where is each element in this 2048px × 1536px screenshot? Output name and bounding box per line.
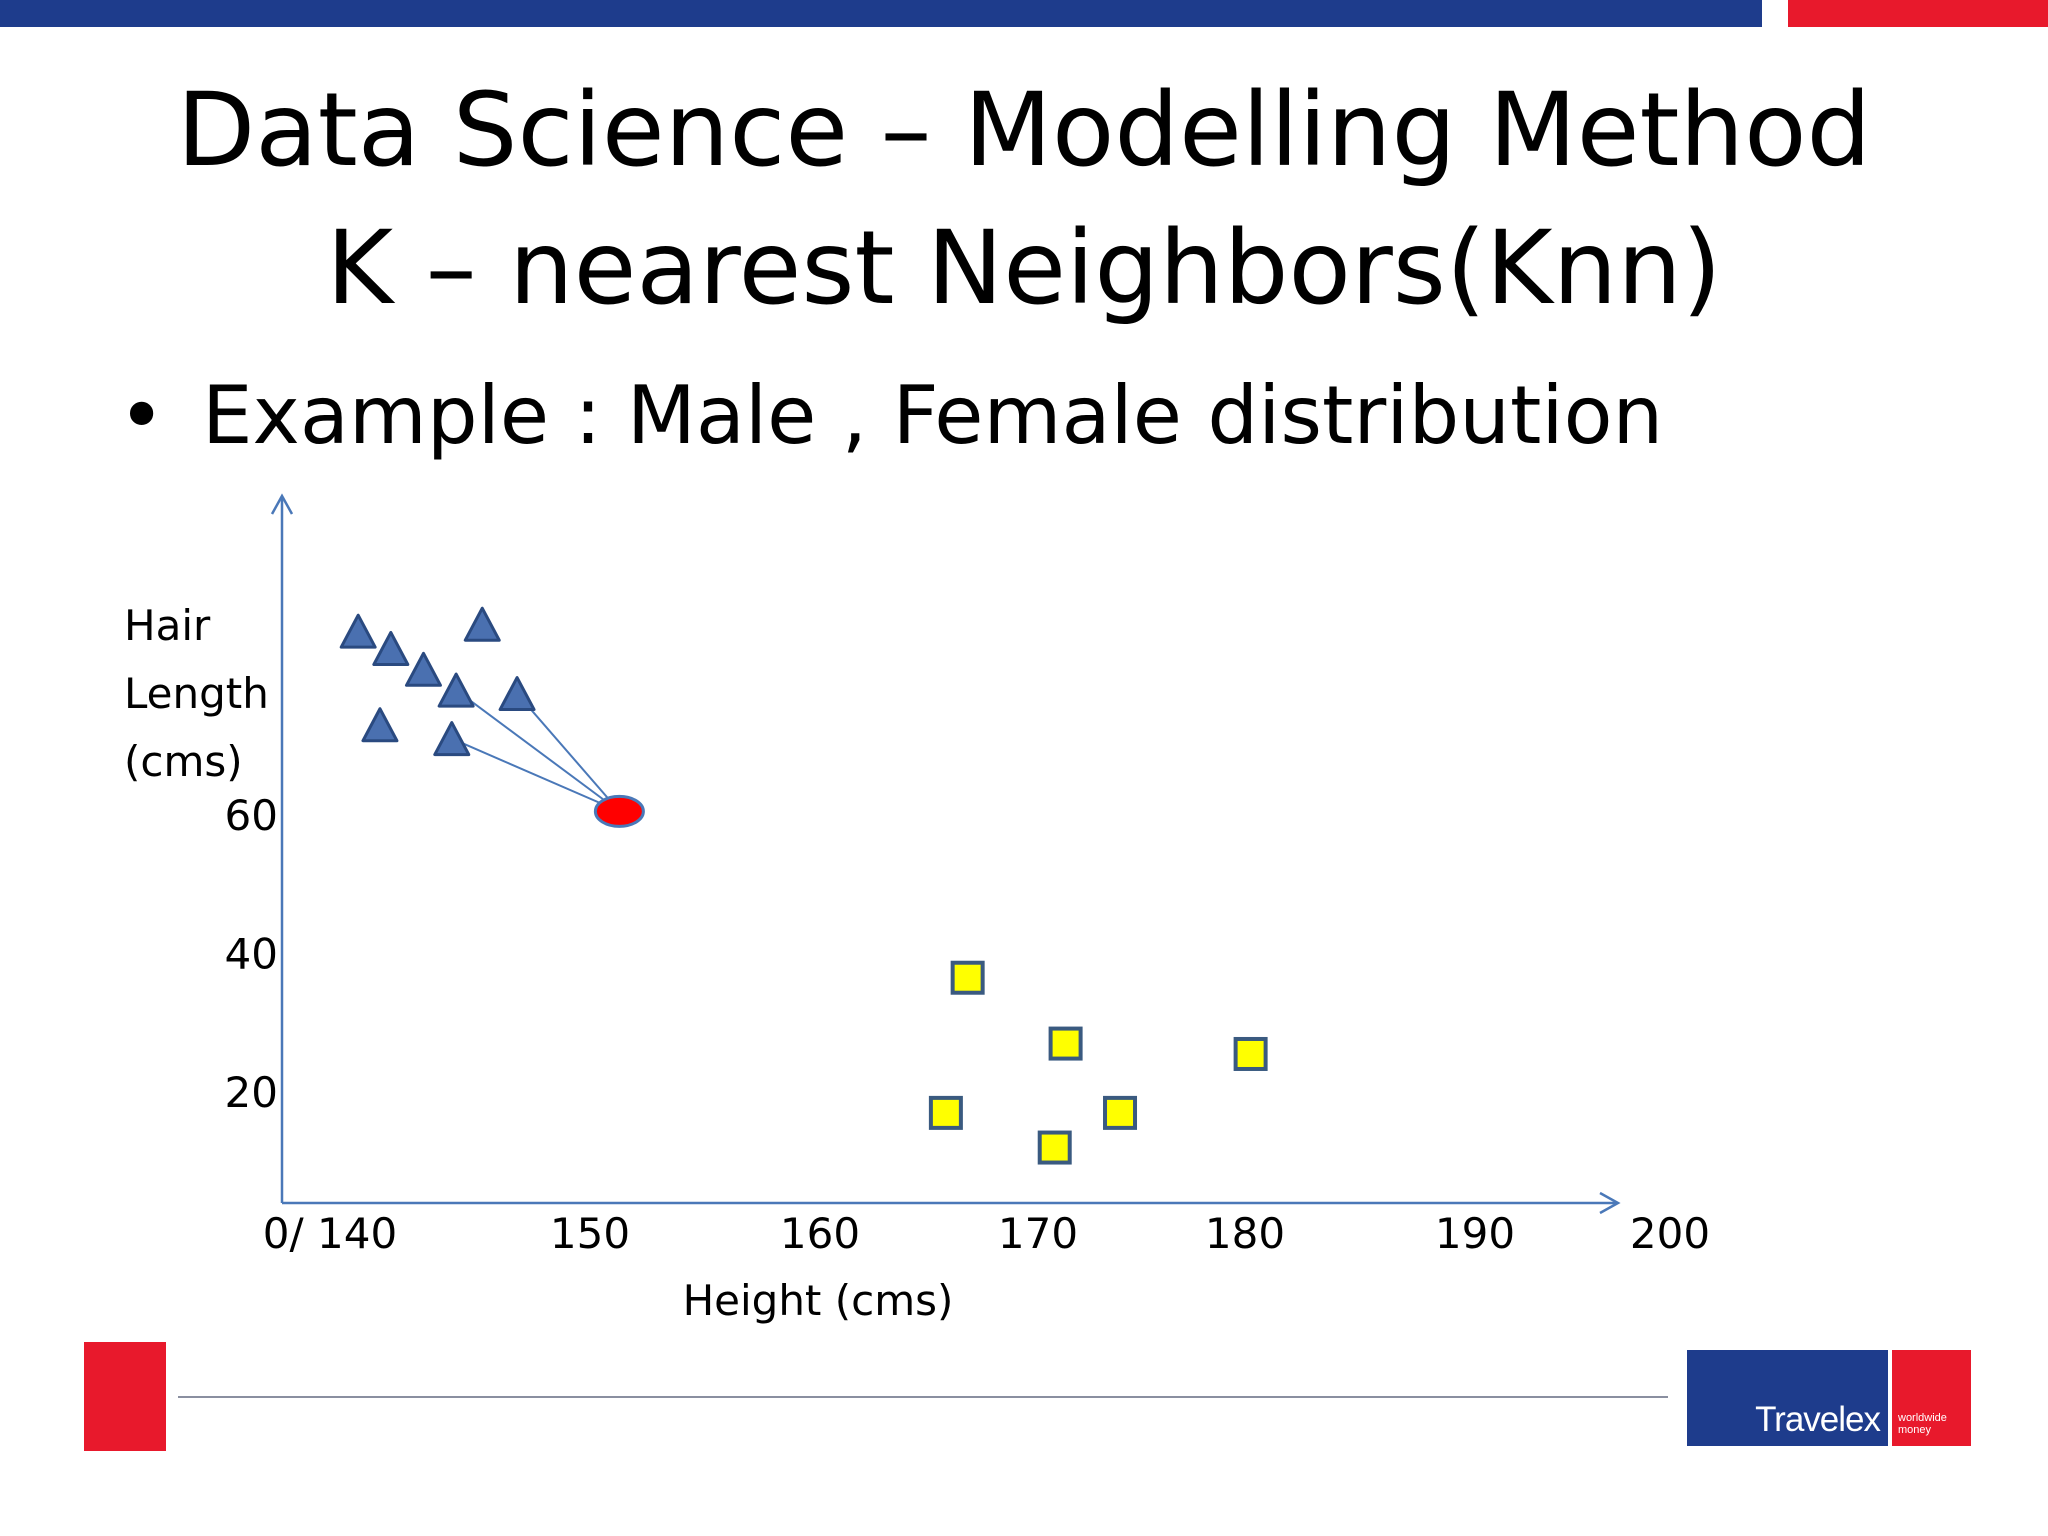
triangle-point	[372, 630, 410, 666]
bullet-item: • Example : Male , Female distribution	[118, 368, 1663, 464]
x-tick-label: 150	[550, 1209, 630, 1258]
x-tick-label: 0/ 140	[263, 1209, 397, 1258]
neighbor-links	[451, 689, 621, 813]
triangle-point	[361, 707, 399, 743]
square-point	[1048, 1026, 1083, 1061]
triangle-point	[463, 606, 501, 642]
logo-wordmark: Travelex	[1687, 1350, 1888, 1446]
travelex-logo: Travelex worldwide money	[1687, 1350, 1971, 1446]
square-point	[928, 1095, 963, 1130]
axis-labels: 0/ 140 150 160 170 180 190 200 20 40 60 Height (cm…	[124, 601, 1710, 1325]
x-tick-label: 180	[1205, 1209, 1285, 1258]
logo-tagline-1: worldwide	[1898, 1412, 1947, 1424]
y-tick-label: 20	[225, 1068, 278, 1117]
top-bar-red	[1788, 0, 2048, 27]
square-point	[1037, 1130, 1072, 1165]
square-point	[950, 960, 985, 995]
y-axis-label: Length	[124, 669, 269, 718]
title-line-2: K – nearest Neighbors(Knn)	[326, 209, 1722, 328]
y-tick-label: 40	[225, 929, 278, 978]
bullet-text: Example : Male , Female distribution	[202, 369, 1664, 462]
y-axis-label: (cms)	[124, 737, 243, 786]
y-axis-label: Hair	[124, 601, 211, 650]
x-tick-label: 200	[1630, 1209, 1710, 1258]
triangle-point	[339, 613, 377, 649]
footer-red-block	[84, 1342, 166, 1451]
square-point	[1103, 1095, 1138, 1130]
square-point	[1233, 1036, 1268, 1071]
data-points	[339, 606, 1268, 1165]
logo-tagline: worldwide money	[1892, 1350, 1971, 1446]
slide-title: Data Science – Modelling Method K – near…	[0, 62, 2048, 338]
logo-tagline-2: money	[1898, 1424, 1932, 1436]
x-tick-label: 170	[998, 1209, 1078, 1258]
triangle-point	[404, 651, 442, 687]
triangle-point	[433, 721, 471, 757]
top-bar-blue	[0, 0, 1762, 27]
x-axis-label: Height (cms)	[683, 1276, 954, 1325]
neighbor-link	[455, 689, 620, 813]
triangle-point	[498, 676, 536, 712]
x-tick-label: 160	[780, 1209, 860, 1258]
title-line-1: Data Science – Modelling Method	[176, 71, 1872, 190]
x-tick-label: 190	[1435, 1209, 1515, 1258]
footer-rule	[178, 1396, 1668, 1398]
bullet-dot-icon: •	[118, 369, 166, 462]
neighbor-link	[516, 692, 621, 813]
triangle-point	[437, 672, 475, 708]
query-point	[593, 794, 645, 828]
y-tick-label: 60	[225, 791, 278, 840]
neighbor-link	[451, 737, 620, 813]
